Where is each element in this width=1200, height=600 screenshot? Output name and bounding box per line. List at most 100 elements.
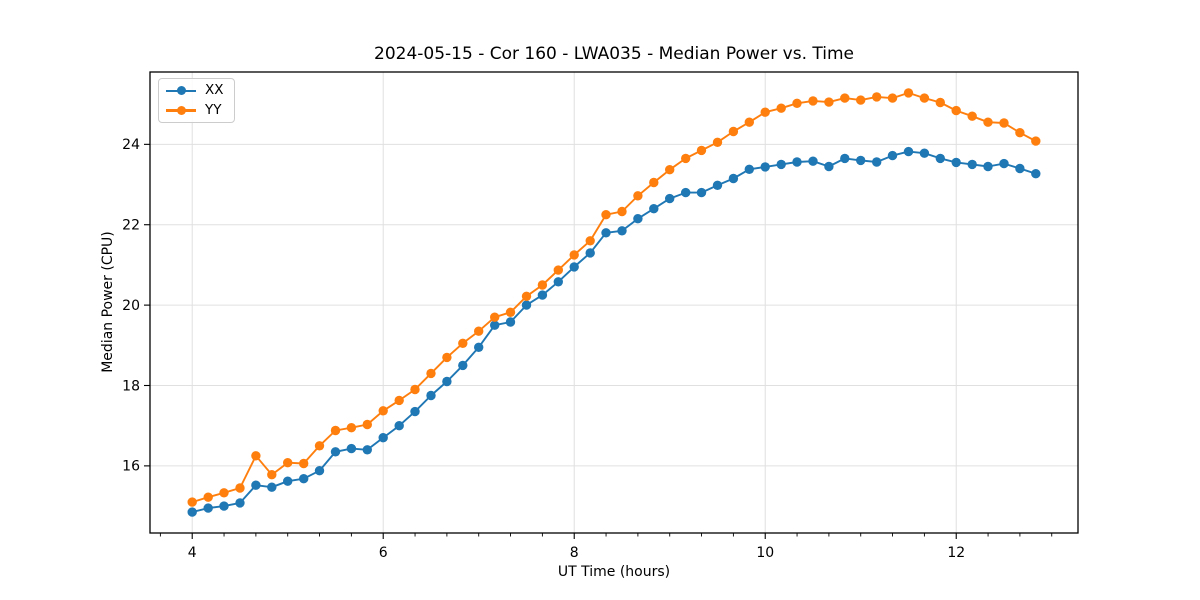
series-yy-point — [442, 352, 452, 363]
series-xx-point — [935, 153, 945, 164]
legend-dot-icon — [176, 105, 186, 115]
legend-swatch-yy — [166, 104, 196, 116]
series-xx-point — [617, 226, 627, 236]
series-xx-point — [633, 214, 643, 224]
y-tick-label: 22 — [122, 218, 140, 234]
legend: XX YY — [158, 78, 235, 123]
series-xx-point — [378, 433, 388, 443]
y-tick-label: 20 — [122, 298, 140, 314]
legend-label-xx: XX — [205, 82, 224, 98]
series-xx-point — [219, 501, 229, 511]
series-xx-point — [1015, 163, 1025, 174]
series-xx-point — [744, 164, 754, 174]
series-yy-point — [299, 458, 309, 469]
series-xx-point — [665, 193, 675, 204]
series-xx-line — [191, 150, 1037, 514]
series-yy-point — [760, 107, 770, 117]
series-xx-point — [840, 153, 850, 164]
series-yy-point — [283, 458, 293, 468]
series-xx-point — [903, 146, 914, 157]
series-yy-point — [633, 191, 643, 201]
series-yy-point — [919, 93, 930, 103]
series-yy-point — [696, 145, 707, 156]
series-xx-point — [951, 157, 961, 168]
series-yy-point — [744, 117, 754, 127]
series-xx-point — [330, 447, 341, 457]
series-xx-point — [967, 159, 977, 170]
series-xx-point — [362, 445, 372, 455]
series-yy-point — [362, 419, 372, 430]
series-xx-point — [267, 482, 277, 492]
series-yy-point — [856, 95, 866, 105]
series-xx-point — [410, 406, 420, 417]
series-xx-point — [585, 248, 595, 258]
series-yy-point — [521, 291, 532, 301]
series-yy-point — [410, 384, 420, 395]
series-yy-point — [346, 423, 357, 433]
series-xx-point — [474, 342, 484, 352]
series-yy-point — [601, 210, 611, 220]
series-xx-point — [569, 262, 579, 272]
series-xx-point — [792, 157, 802, 167]
x-tick-label: 10 — [756, 545, 774, 561]
x-tick-label: 4 — [188, 545, 197, 561]
series-xx-point — [649, 204, 659, 214]
series-xx-point — [983, 161, 993, 172]
series-yy-point — [967, 111, 977, 121]
y-axis-label: Median Power (CPU) — [100, 231, 116, 373]
series-xx-point — [458, 360, 468, 371]
series-xx-point — [187, 507, 197, 517]
series-yy-point — [187, 497, 197, 507]
x-tick-label: 8 — [570, 545, 579, 561]
series-xx-point — [521, 300, 532, 310]
series-yy-point — [728, 126, 739, 137]
series-yy-point — [792, 98, 802, 109]
series-xx-point — [856, 155, 866, 166]
series-yy-point — [617, 206, 627, 217]
series-yy-point — [681, 153, 691, 164]
series-xx-point — [712, 180, 723, 190]
series-xx-point — [872, 157, 882, 167]
series-yy-point — [203, 492, 213, 502]
series-yy-point — [378, 406, 388, 416]
series-xx-point — [681, 187, 691, 198]
series-yy-point — [999, 118, 1009, 128]
series-xx-point — [887, 150, 898, 161]
series-xx-point — [203, 503, 213, 513]
series-yy-point — [267, 470, 277, 480]
series-yy-point — [394, 395, 404, 406]
series-yy-point — [872, 92, 882, 102]
series-yy-point — [314, 441, 325, 451]
series-yy-point — [951, 105, 961, 116]
series-xx-point — [235, 498, 245, 508]
series-yy-point — [585, 236, 595, 246]
series-yy-point — [426, 368, 436, 379]
series-yy-point — [474, 326, 484, 336]
series-yy-point — [665, 165, 675, 175]
series-yy-point — [219, 488, 229, 498]
series-yy-point — [1031, 136, 1041, 146]
series-yy — [187, 88, 1041, 507]
series-xx — [187, 146, 1041, 517]
series-xx-point — [442, 376, 452, 387]
y-tick-label: 18 — [122, 378, 140, 394]
series-yy-point — [935, 97, 945, 108]
series-xx-point — [760, 162, 770, 172]
series-xx-point — [808, 156, 818, 166]
legend-swatch-xx — [166, 85, 196, 97]
x-tick-label: 6 — [379, 545, 388, 561]
series-xx-point — [299, 474, 309, 484]
series-yy-point — [505, 307, 516, 317]
series-yy-point — [458, 338, 468, 348]
legend-dot-icon — [176, 86, 186, 96]
y-tick-label: 24 — [122, 137, 140, 153]
series-yy-point — [776, 103, 786, 113]
series-yy-point — [887, 93, 898, 103]
series-xx-point — [346, 443, 357, 454]
x-tick-label: 12 — [947, 545, 965, 561]
series-xx-point — [919, 148, 930, 158]
series-xx-point — [394, 421, 404, 431]
legend-item-yy: YY — [166, 103, 224, 118]
series-xx-point — [601, 228, 611, 238]
